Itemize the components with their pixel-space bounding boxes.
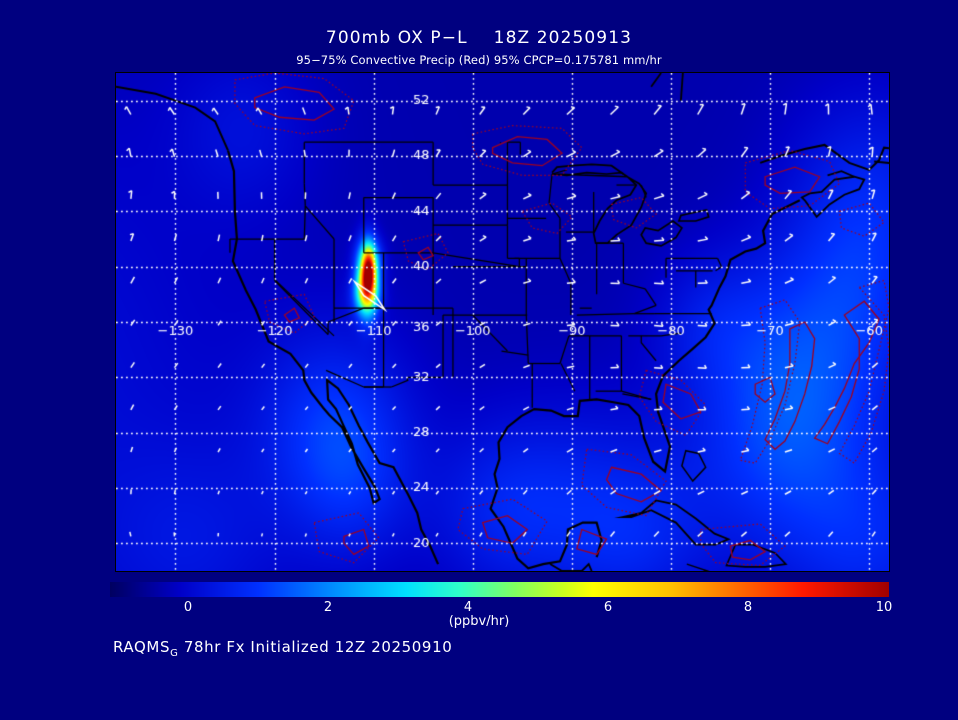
colorbar-tick-10: 10 <box>875 600 893 615</box>
colorbar <box>110 582 889 597</box>
colorbar-gradient <box>110 582 889 597</box>
colorbar-units-label: (ppbv/hr) <box>448 614 510 629</box>
model-name: RAQMS <box>113 638 171 656</box>
model-subscript: G <box>170 648 179 659</box>
colorbar-tick-0: 0 <box>183 600 193 615</box>
colorbar-tick-6: 6 <box>603 600 613 615</box>
figure-footer: RAQMSG 78hr Fx Initialized 12Z 20250910 <box>113 638 452 659</box>
colorbar-tick-2: 2 <box>323 600 333 615</box>
figure-subtitle: 95−75% Convective Precip (Red) 95% CPCP=… <box>296 53 662 67</box>
footer-rest: 78hr Fx Initialized 12Z 20250910 <box>178 638 453 656</box>
figure-title: 700mb OX P−L 18Z 20250913 <box>325 28 633 48</box>
map-panel <box>115 72 890 572</box>
colorbar-tick-8: 8 <box>743 600 753 615</box>
map-field-canvas <box>116 73 889 571</box>
colorbar-tick-4: 4 <box>463 600 473 615</box>
